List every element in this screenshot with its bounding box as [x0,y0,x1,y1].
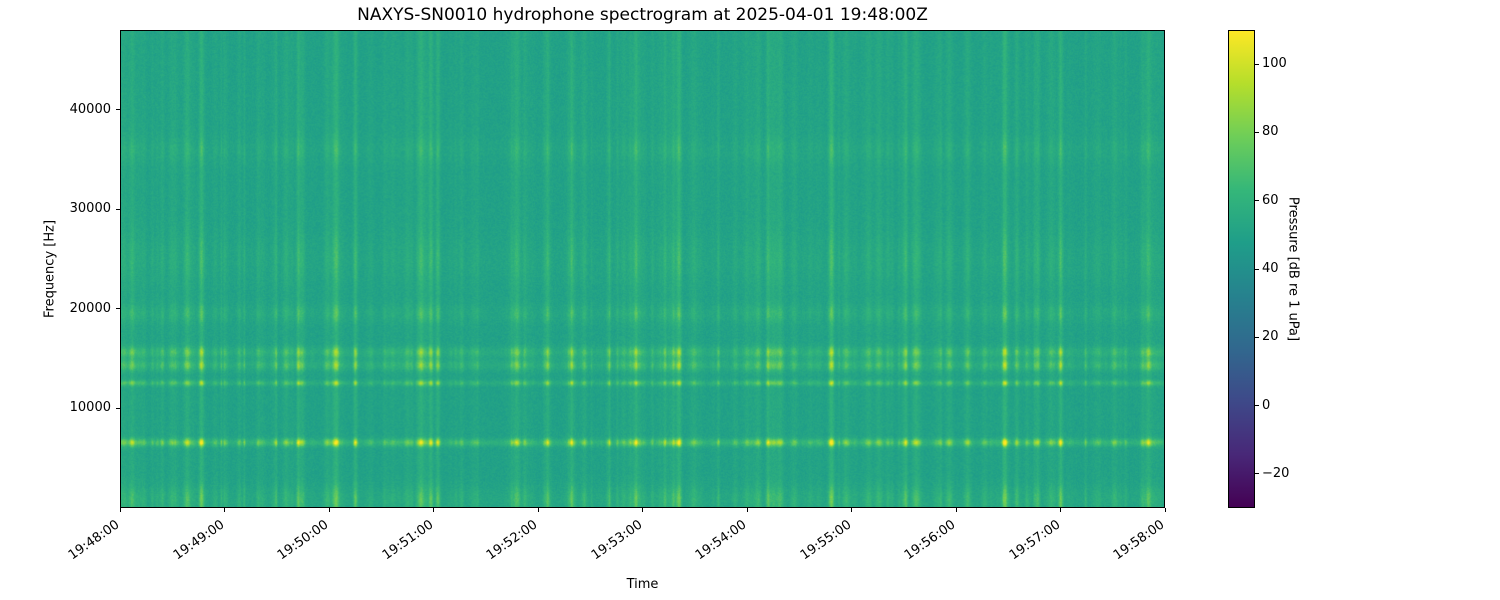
y-tick-mark [116,109,120,111]
y-tick-label: 40000 [69,101,111,117]
x-tick-mark [746,508,748,512]
colorbar-tick-label: 60 [1262,192,1279,208]
colorbar-tick-mark [1255,200,1259,202]
colorbar-tick-label: 20 [1262,329,1279,345]
x-tick-mark [642,508,643,512]
x-tick-mark [537,508,539,512]
colorbar-tick-mark [1255,268,1259,270]
colorbar-tick-mark [1255,131,1259,133]
x-tick-mark [328,508,330,512]
y-tick-label: 20000 [69,300,111,316]
colorbar-tick-label: 80 [1262,124,1279,140]
colorbar-tick-mark [1255,63,1259,65]
y-tick-mark [116,407,120,409]
colorbar-tick-label: 0 [1262,397,1271,413]
colorbar-tick-mark [1255,405,1259,407]
spectrogram-canvas [121,31,1164,507]
chart-title: NAXYS-SN0010 hydrophone spectrogram at 2… [357,5,928,25]
y-tick-label: 10000 [69,400,111,416]
colorbar-label: Pressure [dB re 1 uPa] [1285,196,1301,342]
x-tick-mark [1060,508,1061,512]
colorbar-tick-label: −20 [1262,465,1290,481]
x-tick-label: 19:48:00 [65,517,123,564]
plot-area [120,30,1165,508]
x-tick-mark [955,508,957,512]
x-tick-mark [433,508,434,512]
colorbar [1228,30,1255,508]
colorbar-tick-label: 40 [1262,261,1279,276]
colorbar-tick-mark [1255,473,1259,475]
x-tick-mark [1164,508,1166,512]
x-tick-mark [224,508,225,512]
y-tick-label: 30000 [69,201,111,217]
x-axis-label: Time [626,577,659,592]
colorbar-tick-label: 100 [1262,56,1287,72]
colorbar-tick-mark [1255,336,1259,338]
x-tick-mark [119,508,121,512]
x-tick-mark [851,508,852,512]
y-tick-mark [116,208,120,210]
y-tick-mark [116,308,120,310]
